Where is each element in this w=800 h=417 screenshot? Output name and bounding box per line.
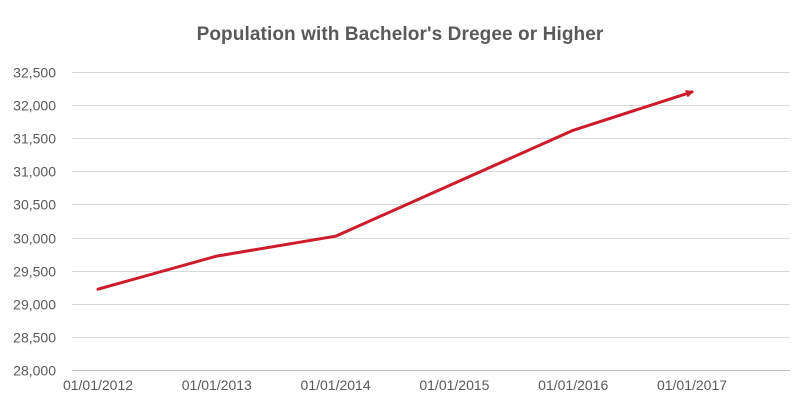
x-tick-label: 01/01/2012 — [63, 377, 133, 393]
y-tick-label: 30,000 — [13, 231, 56, 247]
y-tick-label: 30,500 — [13, 197, 56, 213]
series-lines — [96, 89, 694, 291]
y-tick-label: 31,000 — [13, 164, 56, 180]
y-tick-label: 28,000 — [13, 363, 56, 379]
y-tick-label: 31,500 — [13, 131, 56, 147]
y-axis-tick-labels: 28,000 28,500 29,000 29,500 30,000 30,500 31,0… — [13, 65, 56, 379]
x-tick-label: 01/01/2014 — [301, 377, 371, 393]
x-axis-tick-labels: 01/01/2012 01/01/2013 01/01/2014 01/01/2015… — [63, 377, 727, 393]
y-tick-label: 28,500 — [13, 330, 56, 346]
y-tick-label: 29,500 — [13, 264, 56, 280]
series-line — [96, 89, 694, 291]
y-tick-label: 32,000 — [13, 98, 56, 114]
x-tick-label: 01/01/2015 — [419, 377, 489, 393]
x-tick-label: 01/01/2013 — [182, 377, 252, 393]
x-tick-label: 01/01/2017 — [657, 377, 727, 393]
y-tick-label: 32,500 — [13, 65, 56, 81]
y-tick-label: 29,000 — [13, 297, 56, 313]
x-tick-label: 01/01/2016 — [538, 377, 608, 393]
grid-lines — [72, 72, 790, 371]
chart-title: Population with Bachelor's Dregee or Hig… — [196, 24, 604, 45]
